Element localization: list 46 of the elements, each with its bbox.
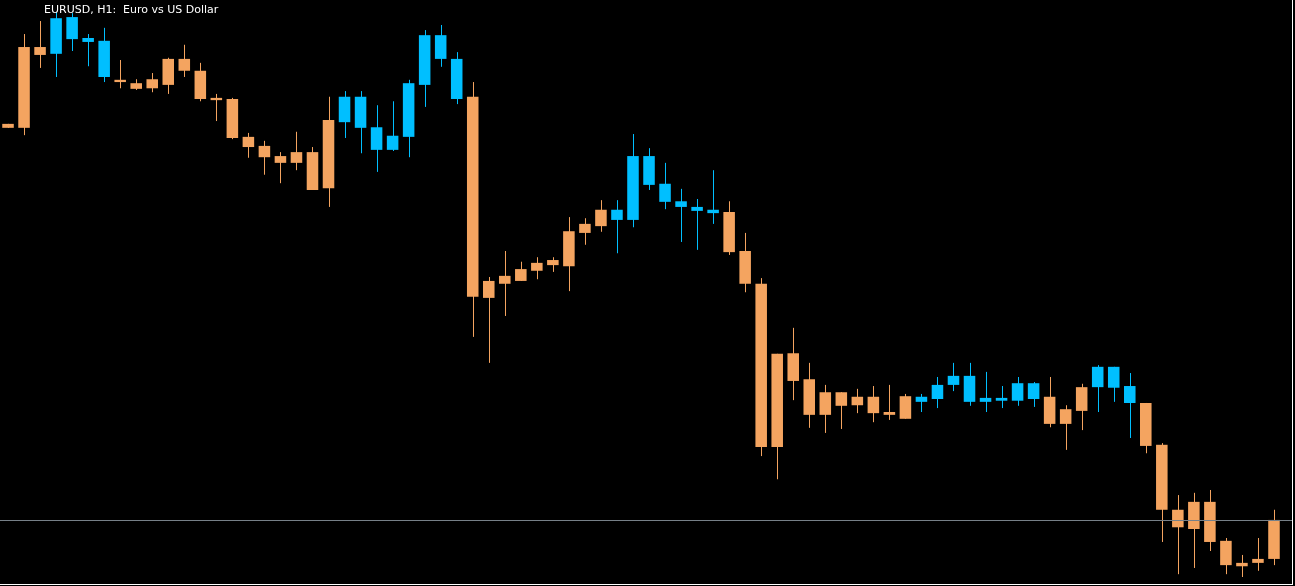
candlestick — [178, 44, 191, 78]
candlestick — [835, 391, 848, 430]
candlestick — [386, 100, 399, 152]
candlestick — [947, 362, 960, 392]
candlestick — [1107, 366, 1120, 403]
candlestick — [1059, 404, 1072, 451]
candlestick — [931, 376, 944, 409]
candlestick — [979, 371, 992, 413]
candlestick — [82, 33, 94, 67]
candlestick — [595, 199, 607, 233]
candlestick — [274, 151, 287, 184]
candlestick — [1236, 554, 1248, 578]
candlestick — [611, 199, 623, 254]
candlestick — [34, 20, 46, 69]
candlestick — [434, 24, 447, 68]
candlestick — [114, 59, 126, 89]
candlestick — [995, 385, 1008, 409]
candlestick — [242, 132, 255, 159]
candlestick — [290, 131, 303, 171]
candlestick — [1252, 537, 1264, 572]
candlestick — [899, 393, 912, 420]
candlestick — [499, 250, 511, 317]
candlestick — [531, 256, 543, 280]
candlestick — [258, 140, 271, 176]
candlestick — [851, 388, 864, 414]
candlestick — [867, 385, 880, 423]
candlestick — [1011, 376, 1024, 407]
candlestick — [659, 162, 671, 210]
chart-title: EURUSD, H1: Euro vs US Dollar — [44, 3, 219, 16]
candlestick — [691, 198, 703, 251]
candlestick — [1123, 372, 1136, 439]
candlestick — [482, 276, 495, 364]
candlestick — [370, 104, 383, 173]
candlestick — [915, 393, 928, 413]
candlestick — [819, 384, 832, 434]
candlestick — [146, 72, 159, 93]
candlestick — [1091, 364, 1104, 413]
candlestick — [1027, 381, 1040, 408]
candlestick — [883, 384, 896, 421]
candlestick — [66, 12, 78, 52]
candlestick — [1172, 494, 1184, 575]
candlestick — [1075, 383, 1088, 431]
candlestick — [675, 188, 687, 243]
candlestick — [579, 217, 591, 246]
candlestick — [707, 169, 719, 225]
candlestick — [515, 261, 527, 282]
